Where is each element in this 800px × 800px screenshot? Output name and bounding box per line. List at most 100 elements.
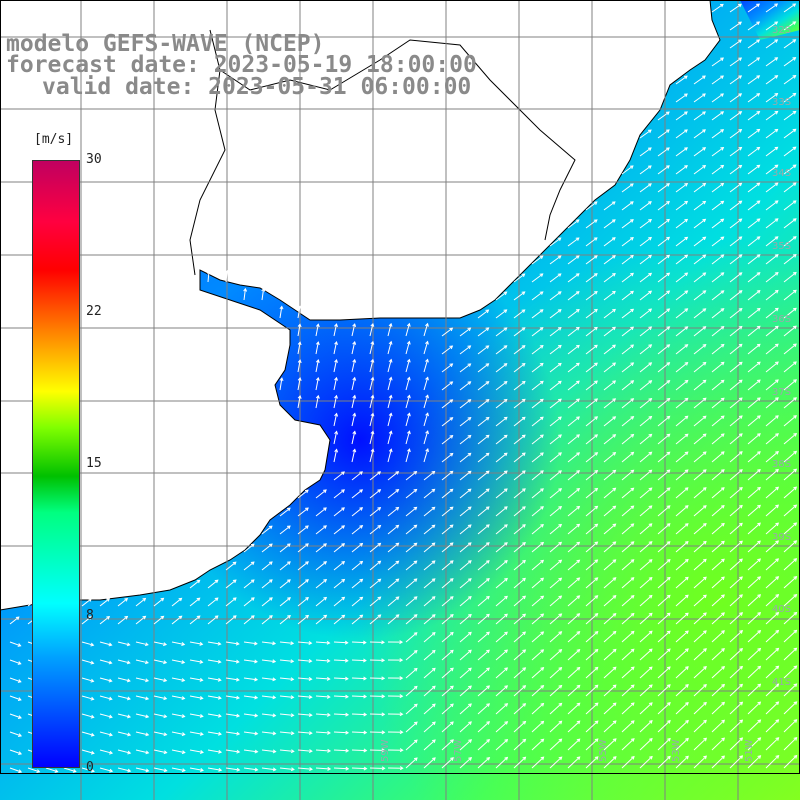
- wind-arrow: [603, 541, 616, 553]
- wind-arrow: [423, 650, 436, 661]
- wind-arrow-head: [127, 732, 132, 737]
- wind-arrow-head: [323, 561, 328, 565]
- wind-arrow-head: [576, 631, 581, 635]
- wind-arrow: [441, 650, 454, 661]
- wind-arrow-head: [539, 255, 544, 260]
- wind-arrow: [351, 395, 356, 409]
- wind-arrow: [729, 379, 743, 391]
- wind-arrow-head: [145, 714, 150, 719]
- wind-arrow: [585, 577, 598, 589]
- wind-arrow-head: [309, 767, 313, 772]
- wind-arrow: [711, 200, 724, 211]
- wind-arrow-head: [345, 748, 350, 753]
- wind-arrow: [693, 326, 706, 337]
- wind-arrow-head: [413, 703, 418, 708]
- wind-arrow: [693, 702, 707, 715]
- wind-arrow: [405, 614, 418, 625]
- wind-arrow-head: [127, 714, 132, 719]
- wind-arrow: [765, 522, 779, 535]
- wind-arrow: [747, 558, 761, 571]
- wind-arrow: [621, 523, 634, 535]
- wind-arrow: [639, 559, 653, 571]
- wind-arrow-head: [468, 649, 472, 654]
- wind-arrow: [675, 165, 688, 175]
- wind-arrow: [711, 433, 725, 445]
- wind-arrow-head: [703, 755, 707, 760]
- wind-arrow: [765, 272, 779, 283]
- wind-arrow-head: [738, 272, 743, 276]
- wind-arrow: [135, 641, 149, 646]
- wind-arrow-head: [702, 272, 707, 276]
- wind-arrow-head: [425, 394, 429, 399]
- wind-arrow-head: [611, 237, 616, 241]
- wind-arrow: [351, 749, 367, 752]
- wind-arrow-head: [522, 738, 527, 743]
- wind-arrow: [765, 39, 778, 49]
- wind-arrow: [261, 767, 276, 771]
- wind-arrow: [477, 506, 490, 517]
- wind-arrow-head: [485, 309, 490, 314]
- wind-arrow-head: [756, 57, 761, 61]
- wind-arrow: [729, 111, 742, 121]
- wind-arrow-head: [327, 748, 332, 753]
- wind-arrow: [783, 3, 796, 13]
- wind-arrow: [693, 451, 707, 463]
- wind-arrow: [261, 641, 276, 645]
- wind-arrow-head: [648, 344, 653, 348]
- wind-arrow-head: [720, 397, 725, 402]
- wind-arrow: [441, 721, 454, 733]
- wind-arrow: [585, 488, 598, 499]
- wind-arrow: [783, 343, 797, 355]
- wind-arrow-head: [334, 376, 338, 381]
- wind-arrow: [585, 309, 598, 319]
- wind-arrow-head: [395, 471, 400, 475]
- wind-arrow: [333, 579, 345, 589]
- wind-arrow-head: [388, 358, 393, 363]
- wind-arrow-head: [341, 543, 346, 547]
- wind-arrow-head: [467, 327, 472, 332]
- wind-arrow: [783, 755, 797, 769]
- wind-arrow-head: [297, 377, 302, 381]
- wind-arrow-head: [344, 640, 349, 645]
- wind-arrow-head: [431, 667, 436, 672]
- wind-arrow-head: [648, 433, 653, 438]
- wind-arrow: [441, 363, 453, 373]
- wind-arrow: [567, 309, 580, 319]
- wind-arrow-head: [18, 769, 23, 774]
- wind-arrow-head: [540, 470, 544, 474]
- wind-arrow-head: [720, 57, 724, 62]
- wind-arrow: [351, 614, 363, 625]
- wind-arrow: [765, 451, 779, 463]
- wind-arrow: [639, 255, 652, 265]
- wind-arrow: [657, 720, 671, 733]
- wind-arrow-head: [720, 272, 725, 276]
- wind-arrow-head: [721, 540, 725, 545]
- wind-arrow-head: [684, 111, 688, 115]
- wind-arrow-head: [594, 362, 598, 367]
- wind-arrow: [585, 631, 599, 643]
- wind-arrow: [333, 767, 349, 770]
- wind-arrow-head: [345, 730, 350, 735]
- wind-arrow: [765, 630, 779, 643]
- wind-arrow: [297, 507, 309, 517]
- wind-arrow-head: [793, 307, 797, 312]
- border-lines: [189, 29, 576, 276]
- wind-arrow: [621, 255, 634, 265]
- lat-label: 38S: [772, 459, 792, 470]
- wind-arrow: [693, 308, 706, 319]
- wind-arrow: [765, 486, 779, 499]
- wind-arrow-head: [702, 415, 707, 420]
- wind-arrow-head: [558, 541, 563, 546]
- wind-arrow: [315, 359, 319, 373]
- wind-arrow: [441, 524, 454, 535]
- wind-arrow: [369, 543, 381, 553]
- wind-arrow-head: [272, 749, 277, 754]
- wind-arrow: [333, 677, 348, 680]
- wind-arrow: [711, 755, 725, 769]
- wind-arrow: [783, 665, 797, 679]
- wind-arrow: [171, 597, 182, 607]
- wind-arrow: [549, 255, 562, 265]
- wind-arrow-head: [558, 577, 563, 582]
- wind-arrow-head: [377, 489, 382, 493]
- wind-arrow-head: [261, 287, 266, 292]
